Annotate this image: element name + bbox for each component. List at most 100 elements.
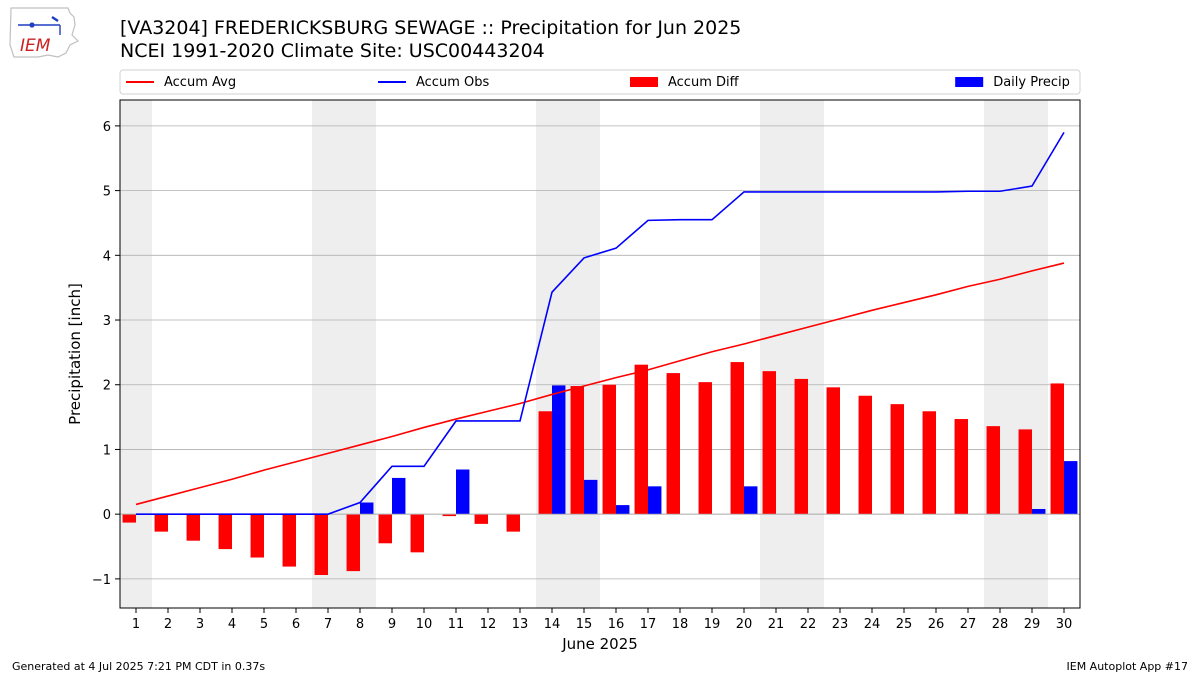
y-tick-label-1: 1 — [103, 443, 111, 458]
accum-diff-bar-day-29 — [1018, 429, 1032, 515]
shade-day-1 — [120, 100, 152, 608]
y-tick-label--1: −1 — [92, 573, 111, 588]
y-tick-label-3: 3 — [103, 314, 111, 329]
shade-day-29 — [1016, 100, 1048, 608]
weekend-shading — [120, 100, 1048, 608]
x-axis-label: June 2025 — [561, 635, 638, 653]
accum-diff-bar-day-10 — [410, 514, 424, 553]
legend-label-accum-diff: Accum Diff — [668, 75, 740, 90]
footer-generated: Generated at 4 Jul 2025 7:21 PM CDT in 0… — [12, 660, 266, 673]
accum-diff-bar-day-27 — [954, 419, 968, 515]
x-tick-label-15: 15 — [576, 617, 593, 632]
x-tick-label-27: 27 — [960, 617, 977, 632]
x-tick-label-23: 23 — [832, 617, 849, 632]
accum-obs-line — [136, 131, 1065, 515]
accum-diff-bar-day-14 — [538, 411, 552, 515]
accum-diff-bar-day-18 — [666, 373, 680, 515]
x-tick-label-17: 17 — [640, 617, 657, 632]
legend-swatch-accum-diff — [630, 77, 658, 87]
accum-diff-bar-day-23 — [826, 387, 840, 515]
x-tick-label-21: 21 — [768, 617, 785, 632]
daily-precip-bar-day-20 — [744, 486, 758, 515]
x-tick-label-29: 29 — [1024, 617, 1041, 632]
daily-precip-bar-day-14 — [552, 385, 566, 515]
x-tick-label-6: 6 — [292, 617, 300, 632]
accum-diff-bar-day-28 — [986, 426, 1000, 515]
daily-precip-bars — [360, 385, 1078, 515]
x-tick-label-10: 10 — [416, 617, 433, 632]
accum-diff-bar-day-6 — [282, 514, 296, 567]
accum-diff-bar-day-17 — [634, 364, 648, 515]
x-axis: 1 2 3 4 5 6 7 8 9 10 11 12 13 14 15 16 17 18 19 20 21 22 23 24 2… — [132, 608, 1072, 632]
accum-diff-bar-day-7 — [314, 514, 328, 575]
daily-precip-bar-day-29 — [1032, 508, 1046, 515]
accum-diff-bar-day-13 — [506, 514, 520, 532]
x-tick-label-26: 26 — [928, 617, 945, 632]
chart-title: [VA3204] FREDERICKSBURG SEWAGE :: Precip… — [120, 17, 742, 39]
legend-label-daily-precip: Daily Precip — [993, 75, 1070, 90]
shade-day-22 — [792, 100, 824, 608]
accum-diff-bar-day-22 — [794, 378, 808, 515]
chart-subtitle: NCEI 1991-2020 Climate Site: USC00443204 — [120, 40, 545, 62]
accum-diff-bar-day-5 — [250, 514, 264, 558]
accum-avg-line — [135, 262, 1065, 506]
x-tick-label-4: 4 — [228, 617, 236, 632]
x-tick-label-3: 3 — [196, 617, 204, 632]
y-tick-label-4: 4 — [103, 249, 111, 264]
shade-day-14 — [536, 100, 568, 608]
accum-diff-bar-day-26 — [922, 411, 936, 515]
y-tick-label-0: 0 — [103, 508, 111, 523]
daily-precip-bar-day-9 — [392, 477, 406, 515]
accum-diff-bar-day-1 — [122, 514, 136, 523]
accum-diff-bar-day-20 — [730, 362, 744, 515]
x-tick-label-25: 25 — [896, 617, 913, 632]
daily-precip-bar-day-15 — [584, 479, 598, 515]
y-tick-label-5: 5 — [103, 185, 111, 200]
y-tick-label-6: 6 — [103, 120, 111, 135]
x-tick-label-9: 9 — [388, 617, 396, 632]
x-tick-label-20: 20 — [736, 617, 753, 632]
y-tick-label-2: 2 — [103, 379, 111, 394]
plot-frame — [119, 99, 1081, 609]
daily-precip-bar-day-16 — [616, 505, 630, 515]
legend-label-accum-avg: Accum Avg — [164, 75, 236, 90]
y-axis-label: Precipitation [inch] — [66, 283, 84, 425]
accum-diff-bar-day-25 — [890, 404, 904, 515]
x-tick-label-19: 19 — [704, 617, 721, 632]
x-tick-label-13: 13 — [512, 617, 529, 632]
x-tick-label-12: 12 — [480, 617, 497, 632]
accum-diff-bar-day-11 — [442, 514, 456, 517]
daily-precip-bar-day-11 — [456, 469, 470, 515]
accum-diff-bar-day-15 — [570, 386, 584, 515]
x-tick-label-7: 7 — [324, 617, 332, 632]
x-tick-label-16: 16 — [608, 617, 625, 632]
legend-box — [119, 69, 1081, 95]
daily-precip-bar-day-8 — [360, 502, 374, 515]
x-tick-label-2: 2 — [164, 617, 172, 632]
x-tick-label-11: 11 — [448, 617, 465, 632]
legend-swatch-daily-precip — [955, 77, 984, 87]
y-axis: −1 0 1 2 3 4 5 6 — [92, 120, 120, 588]
x-tick-label-1: 1 — [132, 617, 140, 632]
x-tick-label-18: 18 — [672, 617, 689, 632]
legend-label-accum-obs: Accum Obs — [416, 75, 489, 90]
accum-diff-bar-day-16 — [602, 384, 616, 515]
x-tick-label-8: 8 — [356, 617, 364, 632]
x-tick-label-5: 5 — [260, 617, 268, 632]
accum-diff-bar-day-12 — [474, 514, 488, 524]
shade-day-21 — [760, 100, 792, 608]
accum-diff-bar-day-2 — [154, 514, 168, 532]
daily-precip-bar-day-30 — [1064, 461, 1078, 515]
logo-text: IEM — [20, 36, 51, 56]
legend: Accum Avg Accum Obs Accum Diff Daily Precip — [119, 69, 1081, 95]
accum-diff-bar-day-21 — [762, 371, 776, 515]
iem-logo: IEM — [8, 5, 80, 59]
shade-day-15 — [568, 100, 600, 608]
daily-precip-bar-day-17 — [648, 486, 662, 515]
x-tick-label-14: 14 — [544, 617, 561, 632]
x-tick-label-22: 22 — [800, 617, 817, 632]
accum-diff-bars — [122, 362, 1064, 575]
accum-diff-bar-day-24 — [858, 395, 872, 515]
x-tick-label-30: 30 — [1056, 617, 1073, 632]
